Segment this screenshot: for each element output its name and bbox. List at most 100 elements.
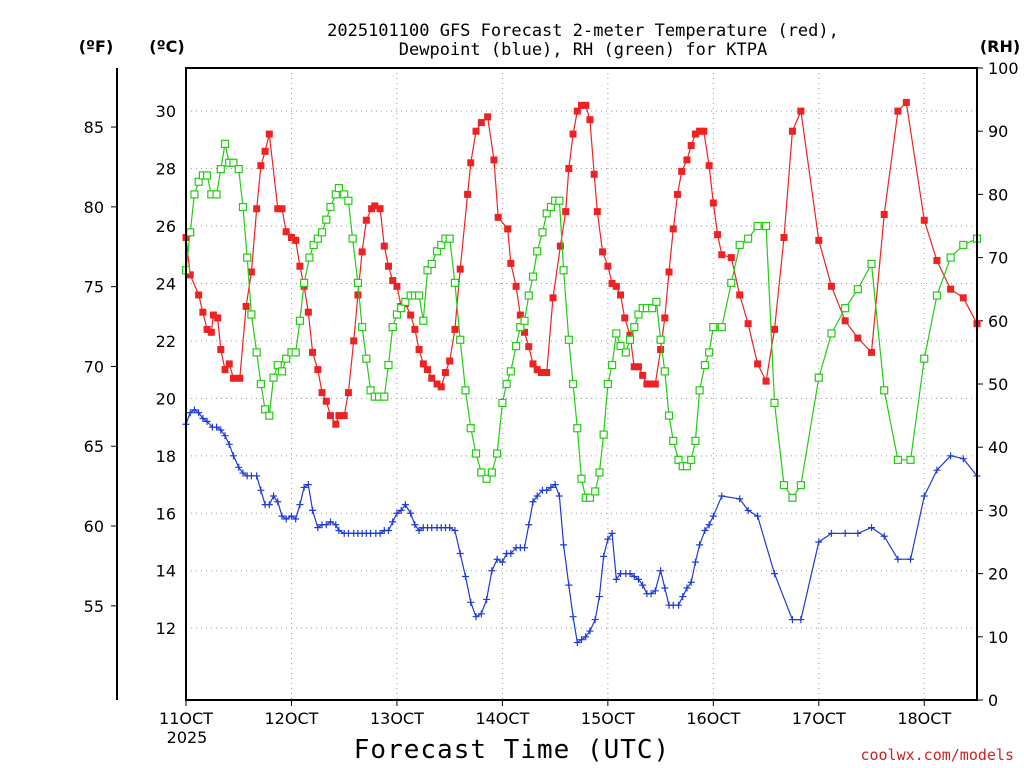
rh-point: [520, 316, 529, 325]
rh-point: [243, 253, 252, 262]
temperature-point: [265, 130, 273, 138]
dewpoint-point: [199, 414, 207, 422]
temperature-point: [714, 231, 722, 239]
temperature-point: [335, 412, 343, 420]
temperature-point: [612, 282, 620, 290]
rh-point: [506, 367, 515, 376]
x-tick-label: 11OCT: [159, 709, 213, 728]
celsius-tick-label: 30: [156, 102, 176, 121]
year-label: 2025: [167, 728, 208, 747]
temperature-point: [626, 331, 634, 339]
dewpoint-point: [282, 515, 290, 523]
dewpoint-point: [626, 570, 634, 578]
dewpoint-point: [634, 575, 642, 583]
dewpoint-point: [595, 593, 603, 601]
dewpoint-point: [456, 549, 464, 557]
dewpoint-point: [397, 506, 405, 514]
rh-point: [427, 259, 436, 269]
dewpoint-point: [933, 466, 941, 474]
fahrenheit-tick-label: 75: [84, 278, 104, 297]
dewpoint-point: [639, 581, 647, 589]
dewpoint-point: [507, 549, 515, 557]
rh-point: [392, 310, 402, 319]
temperature-point: [504, 225, 512, 233]
dewpoint-point: [647, 590, 655, 598]
rh-point: [595, 468, 604, 477]
rh-point: [607, 360, 617, 370]
dewpoint-point: [841, 529, 849, 537]
fahrenheit-tick-label: 65: [84, 437, 104, 456]
dewpoint-point: [691, 558, 699, 566]
dewpoint-point: [608, 529, 616, 537]
dewpoint-line: [185, 409, 978, 644]
temperature-point: [451, 325, 459, 333]
rh-point: [528, 272, 538, 281]
rh-point: [305, 253, 314, 262]
rh-point: [709, 323, 718, 332]
dewpoint-point: [920, 492, 928, 500]
rh-point: [516, 323, 525, 332]
rh-point: [691, 436, 700, 445]
celsius-tick-label: 20: [156, 389, 176, 408]
rh-point: [238, 202, 248, 212]
axes: 11OCT 12OCT 13OCT 14OCT 15OCT 16OCT 17OCT 18OCT…: [84, 59, 1019, 728]
temperature-point: [376, 205, 384, 213]
rh-point: [212, 190, 221, 199]
rh-point: [630, 323, 639, 332]
rh-point: [585, 493, 595, 502]
temperature-point: [754, 360, 762, 368]
rh-point: [401, 297, 410, 306]
temperature-point: [318, 389, 326, 397]
fahrenheit-tick-label: 80: [84, 198, 104, 217]
rh-point: [397, 304, 406, 313]
rh-tick-label: 90: [988, 122, 1008, 141]
rh-point: [234, 165, 243, 174]
rh-point: [247, 310, 256, 319]
dewpoint-point: [744, 506, 752, 514]
temperature-point: [236, 374, 244, 382]
rh-point: [322, 215, 331, 224]
temperature-point: [643, 380, 651, 388]
temperature-point: [278, 205, 286, 213]
temperature-point: [827, 282, 835, 290]
temperature-point: [257, 162, 265, 170]
x-tick-label: 14OCT: [475, 709, 529, 728]
dewpoint-point: [376, 529, 384, 537]
dewpoint-point: [736, 495, 744, 503]
dewpoint-point: [296, 501, 304, 509]
temperature-point: [578, 101, 585, 109]
temperature-point: [562, 208, 570, 216]
rh-point: [502, 379, 511, 389]
rh-point: [261, 405, 270, 414]
temperature-point: [639, 371, 647, 379]
rh-point: [353, 278, 363, 287]
rh-point: [770, 398, 779, 408]
temperature-point: [512, 282, 520, 290]
dewpoint-point: [718, 492, 726, 500]
rh-point: [695, 386, 704, 395]
dewpoint-point: [257, 486, 265, 494]
fahrenheit-tick-label: 55: [84, 597, 104, 616]
rh-point: [546, 202, 556, 212]
rh-point: [761, 221, 771, 231]
temperature-point: [490, 156, 498, 164]
temperature-point: [441, 369, 449, 377]
temperature-point: [736, 291, 744, 299]
rh-point: [445, 234, 454, 243]
dewpoint-point: [612, 575, 620, 583]
temperature-point: [604, 262, 612, 270]
rh-point: [700, 360, 709, 370]
dewpoint-point: [265, 501, 273, 509]
rh-point: [652, 297, 661, 306]
dewpoint-point: [521, 544, 529, 552]
temperature-point: [354, 291, 362, 299]
dewpoint-point: [657, 567, 665, 575]
temperature-point: [340, 412, 348, 420]
rh-point: [466, 424, 475, 433]
rh-point: [753, 221, 762, 231]
temperature-point: [744, 320, 752, 328]
x-tick-label: 16OCT: [686, 709, 740, 728]
temperature-point: [762, 377, 770, 385]
temperature-point: [274, 205, 282, 213]
